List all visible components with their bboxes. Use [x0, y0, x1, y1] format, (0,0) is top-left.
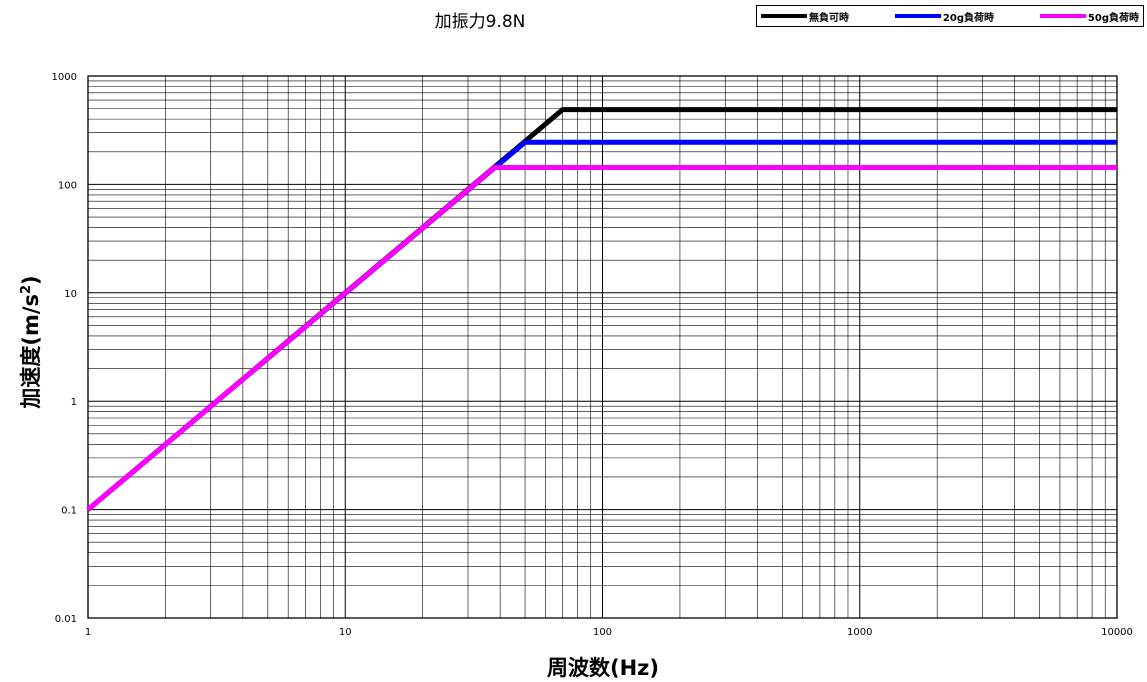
legend-label-50g-load: 50g負荷時 — [1087, 12, 1139, 24]
chart-legend: 無負可時 20g負荷時 50g負荷時 — [756, 5, 1144, 27]
legend-swatch-50g-load — [1039, 14, 1086, 18]
legend-swatch-20g-load — [894, 14, 941, 18]
legend-entry-50g-load: 50g負荷時 — [1039, 9, 1139, 24]
chart-subtitle: 加振力9.8N — [434, 12, 526, 32]
y-tick-label: 10 — [64, 289, 77, 300]
plot-frame — [87, 75, 1118, 619]
x-tick-label: 1 — [85, 627, 91, 638]
legend-entry-20g-load: 20g負荷時 — [894, 9, 994, 24]
y-tick-label: 0.01 — [55, 614, 77, 625]
x-axis-label: 周波数(Hz) — [547, 656, 659, 680]
x-tick-label: 10000 — [1101, 627, 1133, 638]
y-tick-label: 1000 — [52, 72, 77, 83]
legend-swatch-no-load — [761, 14, 807, 18]
legend-label-no-load: 無負可時 — [809, 12, 849, 24]
x-tick-label: 10 — [339, 627, 352, 638]
legend-entry-no-load: 無負可時 — [761, 9, 849, 24]
y-axis-label-exponent: 2 — [19, 284, 34, 294]
x-tick-label: 100 — [593, 627, 612, 638]
y-axis-label-tail: ) — [19, 275, 43, 285]
y-tick-label: 100 — [58, 180, 77, 191]
y-tick-label: 1 — [71, 397, 77, 408]
y-tick-label: 0.1 — [61, 506, 77, 517]
x-tick-label: 1000 — [847, 627, 872, 638]
legend-label-20g-load: 20g負荷時 — [942, 12, 994, 24]
series-line-50g-load — [86, 165, 1117, 512]
y-axis-label: 加速度(m/s2) — [15, 275, 45, 408]
y-axis-label-main: 加速度(m/s — [19, 294, 43, 409]
